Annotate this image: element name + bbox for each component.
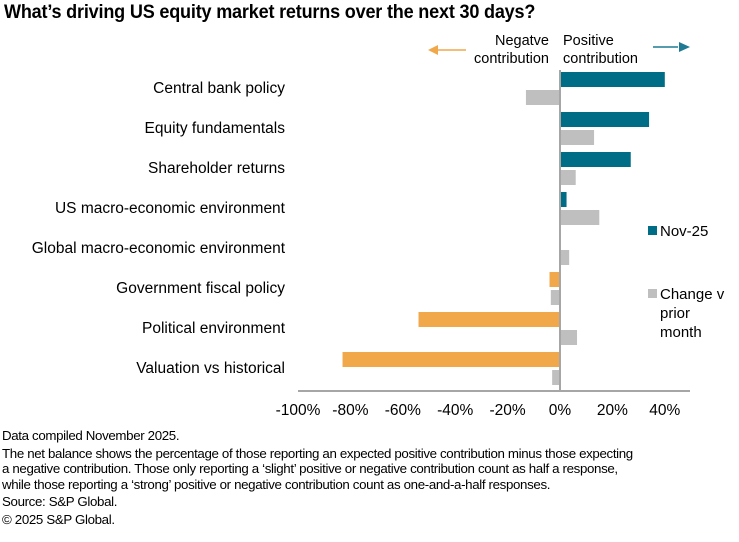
bar-nov-25-us-macro-economic-environment [560, 192, 567, 207]
bar-nov-25-equity-fundamentals [560, 112, 650, 127]
legend-swatch-change [648, 289, 657, 298]
negative-arrow-head [428, 45, 438, 55]
bars-group [342, 72, 665, 385]
chart-title: What’s driving US equity market returns … [4, 2, 536, 23]
negative-label-line2: contribution [474, 51, 549, 67]
x-tick-label: 20% [597, 402, 628, 419]
bar-nov-25-valuation-vs-historical [342, 352, 560, 367]
note-copyright: © 2025 S&P Global. [2, 511, 115, 527]
positive-label-line2: contribution [563, 51, 638, 67]
bar-change-central-bank-policy [525, 90, 560, 105]
x-tick-label: -60% [385, 402, 421, 419]
footnotes: Data compiled November 2025. The net bal… [2, 428, 739, 527]
category-label-equity-fundamentals: Equity fundamentals [145, 120, 286, 137]
category-label-central-bank-policy: Central bank policy [153, 80, 285, 97]
legend-label-change-line2: prior [660, 305, 691, 322]
x-tick-labels: -100% -80% -60% -40% -20% 0% 20% 40% [276, 402, 681, 419]
legend-label-change-line3: month [660, 324, 702, 341]
note-explanation-line3: while those reporting a ‘strong’ positiv… [2, 476, 551, 492]
bar-nov-25-political-environment [418, 312, 560, 327]
legend-swatch-nov-25 [648, 226, 657, 235]
bar-chart: Negatve contribution Positive contributi… [32, 33, 690, 419]
negative-label-line1: Negatve [495, 33, 549, 49]
category-label-government-fiscal-policy: Government fiscal policy [116, 280, 285, 297]
bar-nov-25-shareholder-returns [560, 152, 631, 167]
x-tick-label: 0% [549, 402, 572, 419]
legend-item-change: Change v prior month [648, 285, 738, 342]
direction-annotations: Negatve contribution Positive contributi… [428, 33, 690, 67]
category-label-valuation-vs-historical: Valuation vs historical [136, 360, 285, 377]
category-label-shareholder-returns: Shareholder returns [148, 160, 285, 177]
category-label-political-environment: Political environment [142, 320, 286, 337]
note-explanation-line2: a negative contribution. Those only repo… [2, 461, 618, 476]
bar-change-government-fiscal-policy [550, 290, 560, 305]
bar-change-shareholder-returns [560, 170, 576, 185]
bar-change-us-macro-economic-environment [560, 210, 600, 225]
note-explanation-line1: The net balance shows the percentage of … [2, 445, 633, 461]
bar-nov-25-government-fiscal-policy [549, 272, 560, 287]
x-tick-label: -100% [276, 402, 321, 419]
bar-change-political-environment [560, 330, 578, 345]
bar-change-global-macro-economic-environment [560, 250, 570, 265]
category-label-global-macro-economic-environment: Global macro-economic environment [32, 240, 286, 257]
x-tick-label: -20% [490, 402, 526, 419]
bar-change-equity-fundamentals [560, 130, 595, 145]
category-label-us-macro-economic-environment: US macro-economic environment [55, 200, 286, 217]
bar-change-valuation-vs-historical [552, 370, 560, 385]
x-tick-label: -80% [332, 402, 368, 419]
positive-arrow-head [679, 42, 690, 52]
bar-nov-25-central-bank-policy [560, 72, 665, 87]
category-labels: Central bank policy Equity fundamentals Sh… [32, 80, 286, 377]
positive-label-line1: Positive [563, 33, 614, 49]
legend-label-change-line1: Change v [660, 286, 725, 303]
x-tick-label: 40% [649, 402, 680, 419]
x-tick-label: -40% [437, 402, 473, 419]
legend-item-nov-25: Nov-25 [648, 222, 738, 241]
legend-label-nov-25: Nov-25 [660, 223, 709, 240]
note-source: Source: S&P Global. [2, 494, 118, 509]
note-compiled: Data compiled November 2025. [2, 428, 180, 443]
